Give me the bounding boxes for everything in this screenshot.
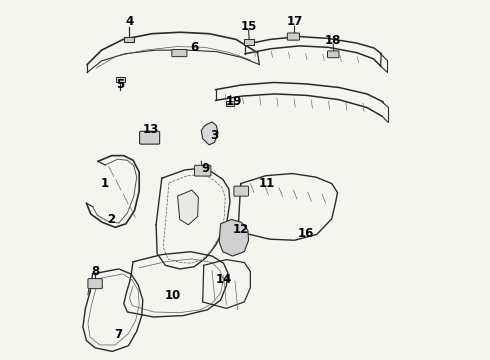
Text: 10: 10 (165, 289, 181, 302)
Text: 1: 1 (100, 177, 108, 190)
FancyBboxPatch shape (88, 279, 102, 289)
Text: 13: 13 (143, 123, 159, 136)
Bar (116, 77, 125, 82)
Text: 11: 11 (259, 177, 275, 190)
Text: 15: 15 (241, 20, 257, 33)
Text: 6: 6 (191, 41, 199, 54)
FancyBboxPatch shape (172, 49, 187, 57)
Text: 4: 4 (125, 15, 133, 28)
Polygon shape (201, 122, 218, 145)
Text: 18: 18 (325, 34, 341, 48)
FancyBboxPatch shape (327, 51, 339, 58)
Bar (124, 37, 134, 42)
FancyBboxPatch shape (195, 165, 211, 176)
Text: 8: 8 (91, 265, 99, 278)
Polygon shape (177, 190, 198, 225)
Text: 12: 12 (233, 223, 249, 236)
Text: 2: 2 (107, 213, 116, 226)
Polygon shape (219, 220, 248, 256)
Bar (225, 101, 234, 106)
FancyBboxPatch shape (140, 131, 160, 144)
Text: 5: 5 (116, 78, 124, 91)
Text: 14: 14 (216, 273, 232, 286)
Text: 9: 9 (201, 162, 210, 175)
Text: 3: 3 (211, 129, 219, 142)
Text: 16: 16 (298, 227, 314, 240)
Bar (245, 40, 254, 45)
FancyBboxPatch shape (234, 186, 248, 196)
Text: 19: 19 (225, 95, 242, 108)
Text: 7: 7 (115, 328, 123, 341)
FancyBboxPatch shape (287, 33, 299, 40)
Text: 17: 17 (286, 15, 303, 28)
